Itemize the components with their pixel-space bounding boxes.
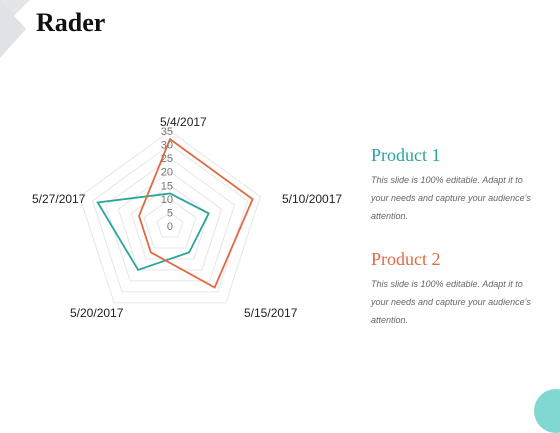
radar-grid-ring (117, 171, 223, 271)
radar-tick-label: 15 (161, 180, 173, 192)
slide-title: Rader (36, 8, 106, 37)
slide-badge-decoration (534, 389, 560, 433)
radar-tick-label: 0 (167, 221, 173, 233)
legend-name-product-2: Product 2 (371, 249, 441, 269)
radar-grid-ring (91, 143, 249, 293)
legend-description-product-2: This slide is 100% editable. Adapt it to… (371, 279, 531, 325)
radar-category-label: 5/27/2017 (32, 192, 86, 206)
radar-grid-ring (79, 130, 261, 304)
radar-grid (79, 130, 261, 304)
radar-tick-label: 25 (161, 153, 173, 165)
radar-category-labels: 5/4/2017 5/10/20017 5/15/2017 5/20/2017 5/27… (32, 115, 342, 320)
radar-grid-ring (156, 211, 184, 238)
legend-item-product-1: Product 1 This slide is 100% editable. A… (371, 145, 541, 225)
radar-series (96, 137, 254, 289)
legend-description-product-1: This slide is 100% editable. Adapt it to… (371, 175, 531, 221)
legend-name-product-1: Product 1 (371, 145, 441, 165)
radar-tick-label: 35 (161, 126, 173, 138)
radar-category-label: 5/15/2017 (244, 306, 298, 320)
radar-series-1 (96, 192, 210, 272)
radar-tick-label: 30 (161, 140, 173, 152)
radar-category-label: 5/4/2017 (160, 115, 207, 129)
slide-arrow-decoration (0, 0, 26, 58)
radar-category-label: 5/20/2017 (70, 306, 124, 320)
legend-item-product-2: Product 2 This slide is 100% editable. A… (371, 249, 541, 329)
radar-series-2 (138, 137, 254, 289)
radar-grid-ring (143, 198, 197, 249)
radar-tick-label: 10 (161, 194, 173, 206)
radar-tick-label: 20 (161, 167, 173, 179)
radar-category-label: 5/10/20017 (282, 192, 342, 206)
radar-tick-label: 5 (167, 207, 173, 219)
radar-grid-ring (104, 157, 236, 282)
